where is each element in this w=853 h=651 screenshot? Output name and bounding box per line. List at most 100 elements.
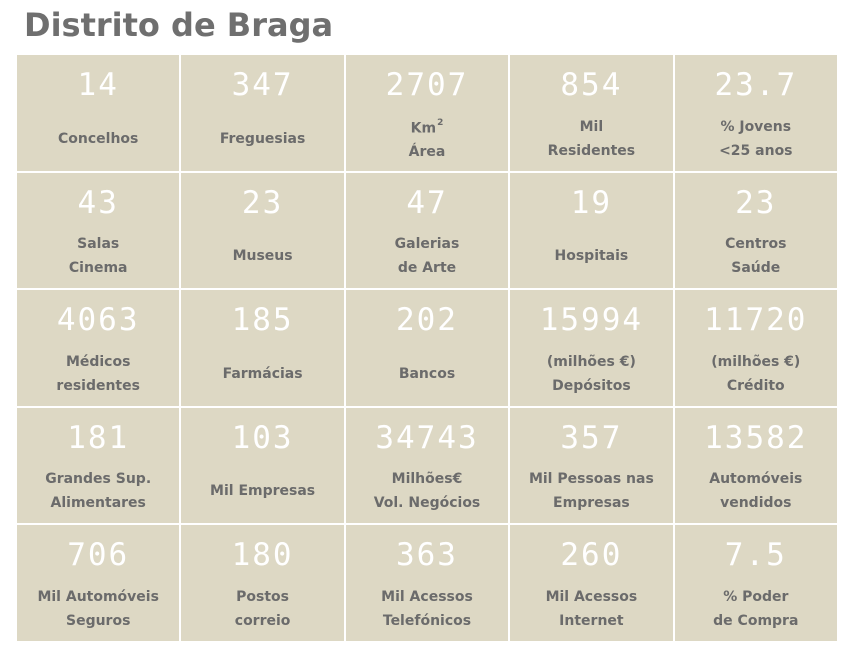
stat-value: 363 [395,537,458,574]
stat-label-line1: Médicos [66,350,131,374]
stat-label: (milhões €) Crédito [675,350,837,398]
stat-value: 185 [231,302,294,339]
stat-label-line2: Internet [559,612,624,629]
stat-label-line1: Centros [725,232,786,256]
stat-label-superscript: 2 [437,117,444,128]
stat-label-line1: Mil Pessoas nas [529,467,654,491]
stats-grid: 14 Concelhos 347 Freguesias 2707 Km2 Área 854 Mi… [17,55,837,641]
stat-value: 347 [231,67,294,103]
stat-label-text: Mil Acessos [381,588,473,605]
stat-value: 357 [560,419,623,456]
stat-tile: 47 Galerias de Arte [345,172,509,289]
stat-value: 34743 [375,419,479,456]
stat-label-text: Salas [77,236,120,253]
stat-label-line1: Farmácias [223,362,303,386]
stat-label: Médicos residentes [17,350,179,398]
stat-value: 11720 [704,302,808,339]
stat-label-line2: Residentes [547,142,636,159]
stat-label-line2: <25 anos [719,142,793,159]
stat-value: 23 [735,184,777,221]
stat-value: 260 [560,537,623,574]
stat-label: Mil Pessoas nas Empresas [510,467,672,515]
stat-label: Hospitais [510,232,672,280]
stat-tile: 23 Centros Saúde [674,172,837,289]
stat-tile: 43 Salas Cinema [17,172,180,289]
stat-value: 13582 [704,419,808,456]
stat-label-line1: Mil Automóveis [37,585,158,609]
stat-label-text: Farmácias [222,365,303,382]
stat-label-text: Mil [579,118,604,135]
stat-label-line1: Bancos [399,362,455,386]
stat-label-line2: Cinema [68,260,128,277]
stat-label-line2: Seguros [65,612,131,629]
stat-label-text: % Poder [723,588,789,605]
stat-label-line1: Km2 [411,113,444,141]
stat-label-line2: Alimentares [50,495,146,512]
stat-value: 15994 [539,302,644,339]
stat-label-text: Mil Automóveis [37,588,159,605]
stat-tile: 2707 Km2 Área [345,55,509,171]
stat-label-line1: (milhões €) [547,350,636,374]
stat-label: Museus [181,232,343,280]
stat-label: Mil Automóveis Seguros [17,585,179,633]
stat-label: Grandes Sup. Alimentares [17,467,179,515]
stat-label-text: Centros [725,236,787,253]
stat-tile: 260 Mil Acessos Internet [510,525,673,641]
stat-tile: 7.5 % Poder de Compra [674,525,837,641]
stat-value: 4063 [56,302,140,339]
stat-label: Freguesias [181,115,343,163]
stat-label-text: Galerias [394,236,460,253]
stat-tile: 4063 Médicos residentes [17,290,180,406]
stat-label-text: % Jovens [720,118,792,135]
stat-label-line2: Vol. Negócios [373,495,481,512]
stat-tile: 11720 (milhões €) Crédito [674,290,837,406]
stat-label: Salas Cinema [17,232,179,280]
stat-label-text: Freguesias [219,130,306,147]
stat-label-line1: Grandes Sup. [45,467,151,491]
stat-label-line1: Salas [77,232,119,256]
stat-label-text: Hospitais [554,248,629,265]
stat-tile: 34743 Milhões€ Vol. Negócios [345,407,509,524]
stat-label-text: Concelhos [58,130,139,147]
stat-label-text: (milhões €) [546,353,636,370]
stat-label: Mil Acessos Telefónicos [346,585,508,633]
stat-value: 23 [241,184,284,221]
stat-label: Automóveis vendidos [675,467,837,515]
stat-tile: 23 Museus [181,172,344,289]
stat-label-line1: Freguesias [220,127,305,151]
stat-value: 103 [231,419,294,456]
stat-label-text: Mil Acessos [545,588,638,605]
stat-label: % Poder de Compra [675,585,837,633]
stat-label-line1: Galerias [395,232,460,256]
stat-label-line1: Hospitais [555,244,629,268]
stat-label: Postos correio [181,585,343,633]
stat-label-line2: Depósitos [552,377,631,394]
stat-label: Mil Empresas [181,467,343,515]
stat-label-line2: residentes [56,377,140,394]
stat-value: 7.5 [724,537,787,574]
stat-label-line2: Saúde [731,260,781,277]
stat-label: (milhões €) Depósitos [510,350,672,398]
stat-tile: 854 Mil Residentes [510,55,673,171]
stat-tile: 185 Farmácias [181,290,344,406]
stat-value: 23.7 [714,67,798,103]
stat-value: 47 [406,184,448,221]
stat-label-line1: Automóveis [709,467,802,491]
stat-tile: 23.7 % Jovens <25 anos [674,55,837,171]
stat-label-text: Médicos [65,353,131,370]
stat-label-line1: Milhões€ [392,467,463,491]
stat-label: % Jovens <25 anos [675,115,837,163]
stat-label-line2: Crédito [726,377,785,394]
stat-label-line1: Mil [580,115,604,139]
stat-label-text: Postos [236,588,290,605]
stat-label-line2: de Arte [397,260,457,277]
stat-label-text: Mil Empresas [210,483,316,500]
stat-label-text: Bancos [398,365,456,382]
stat-tile: 19 Hospitais [510,172,673,289]
stat-label-line1: Mil Acessos [381,585,473,609]
stat-tile: 363 Mil Acessos Telefónicos [345,525,509,641]
stat-label-line2: Empresas [553,495,630,512]
stat-label-line2: de Compra [713,612,799,629]
stat-label-line2: Área [408,144,446,161]
stat-label-line1: Mil Acessos [546,585,638,609]
